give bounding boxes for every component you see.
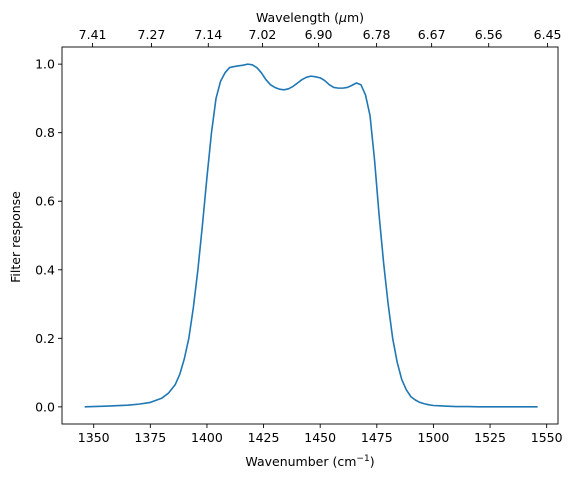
x-tick-label: 1425 [248, 430, 280, 445]
top-tick-label: 7.27 [138, 27, 166, 42]
plot-layer [84, 63, 538, 408]
x-axis-title: Wavenumber (cm−1) [245, 454, 374, 469]
y-tick-label: 0.6 [35, 194, 55, 209]
x-tick-label: 1500 [418, 430, 450, 445]
top-tick-label: 6.78 [363, 27, 391, 42]
x-tick-label: 1400 [191, 430, 223, 445]
top-x-axis-title: Wavelength (μm) [256, 10, 364, 25]
top-tick-label: 7.41 [79, 27, 107, 42]
top-x-axis-title-end: m) [347, 10, 364, 25]
y-tick-label: 1.0 [35, 57, 55, 72]
series-line-0 [84, 63, 538, 408]
y-tick-label: 0.4 [35, 262, 55, 277]
top-tick-label: 6.45 [534, 27, 562, 42]
x-axis-title-main: Wavenumber (cm [245, 454, 356, 469]
x-tick-label: 1450 [304, 430, 336, 445]
ticks-layer: 1350 1375 1400 1425 1450 1475 1500 1525 1550 0.0 0… [35, 27, 563, 445]
y-axis-title: Filter response [8, 191, 23, 283]
top-tick-label: 6.67 [418, 27, 446, 42]
x-tick-label: 1550 [531, 430, 563, 445]
top-tick-label: 7.14 [194, 27, 222, 42]
x-tick-label: 1375 [134, 430, 166, 445]
top-tick-label: 6.90 [305, 27, 333, 42]
top-tick-label: 6.56 [475, 27, 503, 42]
plot-frame [61, 46, 559, 425]
x-axis-title-end: ) [370, 454, 375, 469]
x-axis-title-superscript: −1 [356, 454, 369, 464]
y-tick-label: 0.2 [35, 331, 55, 346]
x-tick-label: 1350 [78, 430, 110, 445]
top-tick-label: 7.02 [249, 27, 277, 42]
y-tick-label: 0.8 [35, 125, 55, 140]
y-tick-label: 0.0 [35, 399, 55, 414]
top-x-axis-title-mu: μ [338, 10, 347, 25]
x-tick-label: 1475 [361, 430, 393, 445]
x-tick-label: 1525 [474, 430, 506, 445]
top-x-axis-title-main: Wavelength ( [256, 10, 339, 25]
